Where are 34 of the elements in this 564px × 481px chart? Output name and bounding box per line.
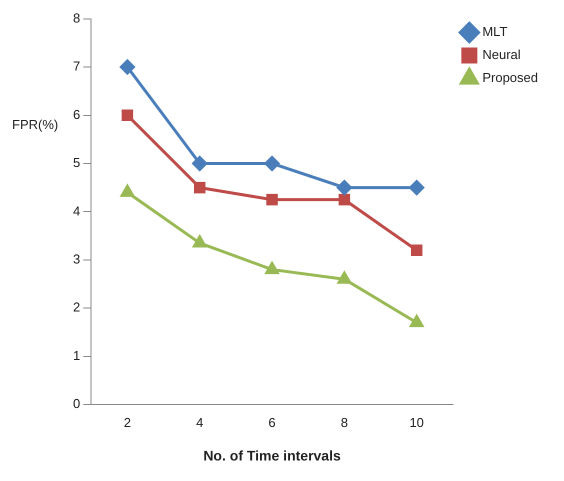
x-tick-label: 6 <box>268 414 276 430</box>
x-tick-label: 8 <box>340 414 348 430</box>
point <box>122 110 134 121</box>
y-tick-label: 6 <box>72 106 80 122</box>
y-tick-label: 2 <box>72 300 80 315</box>
point <box>192 156 208 171</box>
y-tick-label: 4 <box>72 203 80 218</box>
x-tick-label: 10 <box>409 414 424 430</box>
legend-label: Neural <box>482 47 521 62</box>
x-axis-title: No. of Time intervals <box>203 447 341 464</box>
x-tick-label: 4 <box>196 414 204 430</box>
point <box>120 184 134 197</box>
point <box>338 272 352 284</box>
point <box>410 244 422 256</box>
point <box>120 60 135 75</box>
point <box>336 180 352 196</box>
y-tick-label: 8 <box>72 10 80 26</box>
point <box>338 194 350 206</box>
point <box>265 262 279 274</box>
point <box>264 156 280 171</box>
point <box>266 194 278 206</box>
legend-label: Proposed <box>482 70 538 86</box>
y-tick-label: 0 <box>72 396 80 412</box>
y-tick-label: 1 <box>72 348 80 363</box>
x-tick-label: 2 <box>124 414 132 430</box>
y-axis-title: FPR(%) <box>12 116 58 132</box>
legend-label: MLT <box>482 24 508 40</box>
y-tick-label: 5 <box>72 155 80 170</box>
point <box>194 182 206 194</box>
point <box>193 236 206 248</box>
y-tick-label: 3 <box>72 252 80 267</box>
point <box>409 180 424 196</box>
point <box>410 315 424 328</box>
y-tick-label: 7 <box>72 58 80 74</box>
